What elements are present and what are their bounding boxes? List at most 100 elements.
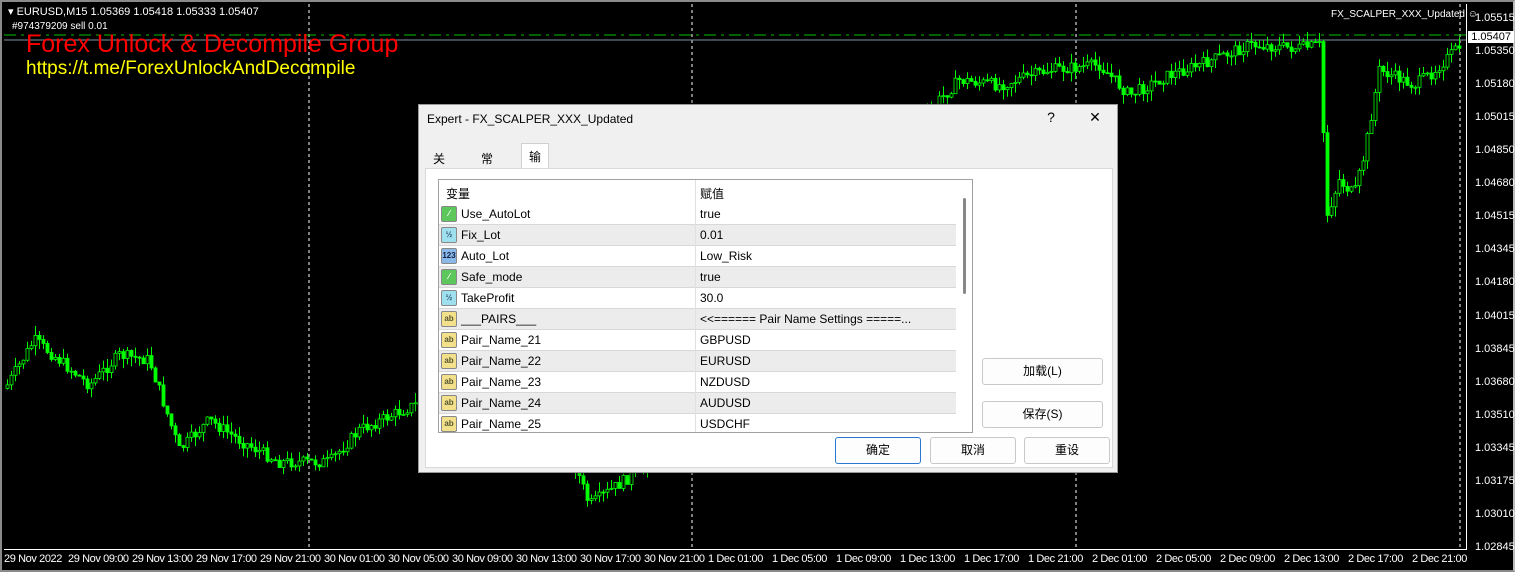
tab-about[interactable]: 关于 — [433, 152, 446, 183]
candle-body — [1365, 133, 1370, 162]
param-value[interactable]: USDCHF — [700, 417, 750, 431]
column-value[interactable]: 赋值 — [700, 187, 725, 201]
candle-body — [141, 357, 146, 365]
param-name: ___PAIRS___ — [461, 312, 537, 326]
double-icon: ½ — [441, 227, 457, 243]
candle-body — [237, 435, 242, 444]
candle-body — [121, 351, 126, 359]
candle-body — [145, 355, 150, 365]
param-row[interactable]: ab ___PAIRS___ <<====== Pair Name Settings… — [439, 309, 956, 330]
candle-body — [97, 371, 102, 379]
candle-body — [1261, 47, 1266, 50]
candle-body — [1245, 41, 1250, 53]
param-row[interactable]: ½ TakeProfit 30.0 — [439, 288, 956, 309]
candle-body — [29, 345, 34, 349]
save-button[interactable]: 保存(S) — [982, 401, 1103, 428]
candle-body — [401, 413, 406, 416]
candle-body — [1341, 179, 1346, 187]
param-value[interactable]: AUDUSD — [700, 396, 751, 410]
param-value[interactable]: Low_Risk — [700, 249, 753, 263]
candle-body — [393, 408, 398, 418]
candle-body — [357, 426, 362, 438]
param-value[interactable]: EURUSD — [700, 354, 751, 368]
help-button[interactable]: ? — [1047, 109, 1055, 125]
candle-body — [1273, 49, 1278, 52]
candle-body — [65, 357, 70, 372]
candle-body — [1353, 185, 1358, 188]
candle-body — [625, 475, 630, 485]
string-icon: ab — [441, 395, 457, 411]
param-row[interactable]: ab Pair_Name_22 EURUSD — [439, 351, 956, 372]
candle-body — [1405, 76, 1410, 86]
candle-body — [1045, 71, 1050, 75]
param-row[interactable]: ab Pair_Name_23 NZDUSD — [439, 372, 956, 393]
candle-body — [9, 374, 14, 386]
price-tick: 1.05350 — [1475, 45, 1515, 58]
candle-body — [1257, 46, 1262, 49]
tab-inputs[interactable]: 输入参数 — [521, 143, 550, 215]
param-row[interactable]: ab Pair_Name_24 AUDUSD — [439, 393, 956, 414]
param-row[interactable]: 123 Auto_Lot Low_Risk — [439, 246, 956, 267]
param-row[interactable]: ½ Fix_Lot 0.01 — [439, 225, 956, 246]
candle-body — [1109, 72, 1114, 77]
param-value[interactable]: NZDUSD — [700, 375, 750, 389]
candle-body — [373, 425, 378, 429]
candle-body — [161, 384, 166, 407]
param-value[interactable]: <<====== Pair Name Settings =====... — [700, 312, 912, 326]
tab-common[interactable]: 常用 — [481, 152, 494, 183]
candle-body — [17, 363, 22, 368]
reset-button[interactable]: 重设 — [1024, 437, 1110, 464]
param-row[interactable]: ab Pair_Name_21 GBPUSD — [439, 330, 956, 351]
price-tick: 1.03175 — [1475, 474, 1515, 487]
cancel-button[interactable]: 取消 — [930, 437, 1016, 464]
param-value[interactable]: 0.01 — [700, 228, 724, 242]
candle-body — [1129, 87, 1134, 95]
candle-body — [261, 447, 266, 451]
column-variable[interactable]: 变量 — [446, 187, 471, 201]
param-value[interactable]: true — [700, 207, 721, 221]
candle-body — [1197, 62, 1202, 68]
candle-body — [1137, 84, 1142, 95]
time-tick: 30 Nov 01:00 — [324, 553, 385, 565]
candle-body — [589, 498, 594, 501]
candle-body — [213, 418, 218, 424]
candle-body — [5, 384, 10, 389]
param-value[interactable]: GBPUSD — [700, 333, 751, 347]
candle-body — [133, 355, 138, 358]
candle-body — [1209, 59, 1214, 68]
candle-body — [1361, 160, 1366, 171]
param-value[interactable]: true — [700, 270, 721, 284]
param-row[interactable]: ⁄ Use_AutoLot true — [439, 204, 956, 225]
candle-body — [997, 84, 1002, 91]
param-row[interactable]: ab Pair_Name_25 USDCHF — [439, 414, 956, 432]
candle-body — [1173, 70, 1178, 78]
candle-body — [269, 459, 274, 462]
ok-button[interactable]: 确定 — [835, 437, 921, 464]
param-row[interactable]: ⁄ Safe_mode true — [439, 267, 956, 288]
load-button[interactable]: 加载(L) — [982, 358, 1103, 385]
candle-body — [1077, 66, 1082, 72]
candle-body — [961, 79, 966, 84]
candle-body — [1105, 72, 1110, 75]
candle-body — [1161, 82, 1166, 85]
time-tick: 2 Dec 13:00 — [1284, 553, 1339, 565]
time-tick: 2 Dec 21:00 — [1412, 553, 1467, 565]
candle-body — [321, 458, 326, 468]
candle-body — [1169, 70, 1174, 78]
candle-body — [1333, 192, 1338, 208]
candle-body — [1229, 55, 1234, 58]
time-tick: 1 Dec 13:00 — [900, 553, 955, 565]
candle-body — [609, 487, 614, 490]
candle-body — [1037, 67, 1042, 71]
candle-body — [149, 355, 154, 369]
close-button[interactable]: ✕ — [1089, 109, 1101, 125]
candle-body — [317, 464, 322, 468]
param-value[interactable]: 30.0 — [700, 291, 724, 305]
scrollbar-thumb[interactable] — [963, 198, 966, 294]
candle-body — [165, 405, 170, 415]
vertical-scrollbar[interactable] — [957, 180, 972, 432]
param-name: Pair_Name_23 — [461, 375, 542, 389]
candle-body — [285, 458, 290, 462]
candle-body — [1317, 41, 1322, 43]
